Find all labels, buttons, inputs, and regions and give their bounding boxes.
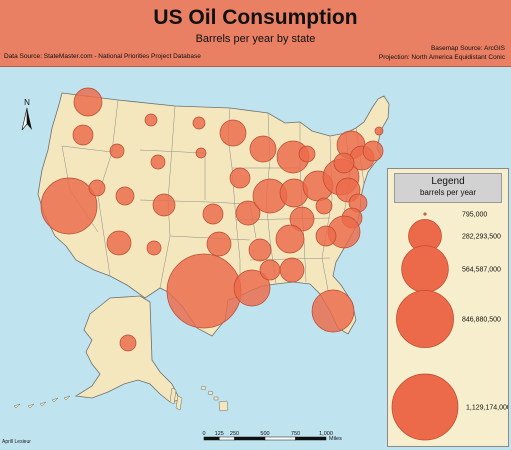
scale-bar-unit: Miles	[329, 436, 342, 442]
state-consumption-circle	[289, 206, 315, 232]
legend-panel: Legend barrels per year 795,000 282,293,5…	[387, 168, 509, 447]
basemap-source-note: Basemap Source: ArcGIS	[430, 45, 505, 52]
legend-value-label: 846,880,500	[462, 317, 501, 324]
data-source-note: Data Source: StateMaster.com - National …	[4, 53, 201, 60]
state-consumption-circle	[146, 240, 162, 256]
scale-bar-tick-label: 750	[291, 431, 300, 437]
state-consumption-circle	[259, 259, 281, 281]
author-credit: Aprill Lesieur	[2, 439, 31, 445]
state-consumption-circle	[73, 87, 103, 117]
legend-value-label: 564,587,000	[462, 267, 501, 274]
state-consumption-circle	[72, 124, 94, 146]
scale-bar-segment	[264, 436, 296, 441]
state-consumption-circle	[249, 135, 277, 163]
legend-value-label: 282,293,500	[462, 234, 501, 241]
state-consumption-circle	[248, 238, 272, 262]
scale-bar-segment	[203, 436, 220, 441]
legend-value-label: 1,129,174,000	[466, 405, 508, 412]
scale-bar-tick-label: 0	[202, 431, 205, 437]
state-consumption-circle	[315, 225, 337, 247]
north-arrow-half-icon	[21, 107, 28, 131]
map-header: US Oil Consumption Barrels per year by s…	[0, 0, 511, 67]
state-consumption-circle	[298, 145, 316, 163]
state-consumption-circle	[40, 177, 98, 235]
legend-header: Legend barrels per year	[394, 173, 502, 203]
us-map	[13, 87, 390, 412]
state-consumption-circle	[115, 186, 135, 206]
scale-bar-segments	[203, 436, 327, 441]
scale-bar-tick-label: 500	[260, 431, 269, 437]
state-consumption-circle	[119, 334, 137, 352]
state-consumption-circle	[229, 167, 251, 189]
legend-symbol	[401, 245, 449, 293]
scale-bar-segment	[295, 436, 327, 441]
state-consumption-circle	[106, 230, 132, 256]
scale-bar-tick-label: 125	[215, 431, 224, 437]
hawaii-islands	[200, 385, 229, 412]
map-subtitle: Barrels per year by state	[195, 33, 316, 45]
legend-title: Legend	[431, 176, 465, 187]
legend-symbol	[391, 373, 459, 441]
state-consumption-circle	[195, 147, 207, 159]
state-consumption-circle	[362, 140, 384, 162]
basemap-info: Basemap Source: ArcGIS Projection: North…	[379, 44, 505, 62]
state-consumption-circle	[166, 253, 242, 329]
alaska-panhandle-islands	[169, 387, 183, 411]
state-consumption-circle	[374, 126, 384, 136]
map-title: US Oil Consumption	[153, 6, 358, 29]
legend-symbol	[396, 290, 454, 348]
state-consumption-circle	[152, 193, 176, 217]
state-consumption-circle	[206, 231, 232, 257]
legend-subtitle: barrels per year	[419, 188, 477, 197]
alaska-islands	[13, 395, 71, 409]
state-consumption-circle	[109, 143, 125, 159]
state-consumption-circle	[235, 200, 261, 226]
state-consumption-circle	[233, 269, 271, 307]
legend-symbol	[423, 212, 427, 216]
state-consumption-circle	[192, 116, 206, 130]
state-consumption-circle	[144, 113, 158, 127]
scale-bar-segment	[219, 436, 235, 441]
projection-note: Projection: North America Equidistant Co…	[378, 54, 505, 61]
state-consumption-circle	[275, 224, 305, 254]
state-consumption-circle	[219, 119, 247, 147]
north-arrow: N	[21, 98, 32, 131]
state-consumption-circle	[333, 152, 355, 174]
north-arrow-label: N	[24, 98, 30, 107]
state-consumption-circle	[150, 154, 166, 170]
state-consumption-circle	[311, 289, 355, 333]
state-consumption-circle	[279, 257, 305, 283]
scale-bar-tick-label: 1,000	[319, 431, 333, 437]
scale-bar-tick-label: 250	[230, 431, 239, 437]
state-consumption-circle	[202, 203, 224, 225]
state-consumption-circle	[315, 197, 333, 215]
scale-bar-segment	[234, 436, 266, 441]
legend-value-label: 795,000	[462, 212, 487, 219]
legend-symbols: 795,000 282,293,500 564,587,000 846,880,500…	[391, 212, 508, 441]
state-consumption-circles	[40, 87, 384, 352]
state-consumption-circle	[88, 179, 106, 197]
